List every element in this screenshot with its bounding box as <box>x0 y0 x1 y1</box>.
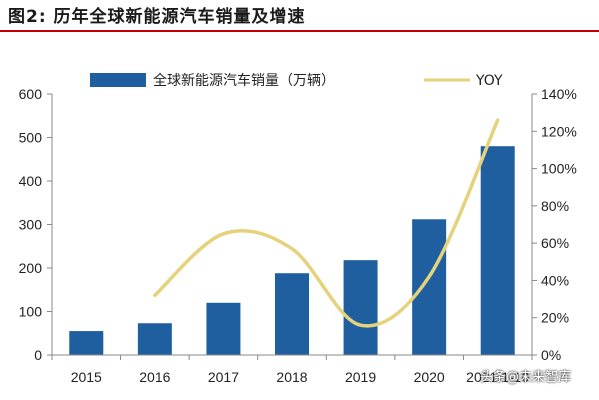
watermark: 头条@未来智库 <box>480 370 572 385</box>
bar-2016 <box>137 323 172 355</box>
right-tick-label: 80% <box>541 198 569 214</box>
left-tick-label: 600 <box>19 86 43 102</box>
x-tick-label: 2020 <box>414 369 445 385</box>
x-tick-label: 2018 <box>276 369 307 385</box>
bar-2020 <box>412 219 447 355</box>
bar-2015 <box>69 331 104 355</box>
x-tick-label: 2016 <box>139 369 170 385</box>
title-rule <box>0 30 599 32</box>
legend: 全球新能源汽车销量（万辆） YOY <box>90 72 503 89</box>
left-tick-label: 0 <box>34 347 42 363</box>
left-tick-label: 400 <box>19 173 43 189</box>
x-tick-label: 2015 <box>71 369 102 385</box>
legend-label-sales: 全球新能源汽车销量（万辆） <box>153 72 335 89</box>
bar-2019 <box>343 260 378 355</box>
x-tick-label: 2021.1-10 <box>466 369 529 385</box>
right-tick-label: 0% <box>541 347 561 363</box>
bar-2017 <box>206 302 241 355</box>
right-tick-label: 60% <box>541 235 569 251</box>
left-tick-label: 500 <box>19 130 43 146</box>
x-tick-label: 2017 <box>208 369 239 385</box>
left-tick-label: 200 <box>19 260 43 276</box>
bar-2021.1-10 <box>480 146 515 355</box>
bar-2018 <box>275 273 309 355</box>
legend-swatch-sales <box>90 73 146 87</box>
legend-label-yoy: YOY <box>475 73 503 89</box>
yoy-line <box>153 118 500 328</box>
x-tick-label: 2019 <box>345 369 376 385</box>
left-tick-label: 300 <box>19 217 43 233</box>
right-tick-label: 100% <box>541 161 577 177</box>
right-tick-label: 20% <box>541 310 569 326</box>
figure-title: 图2: 历年全球新能源汽车销量及增速 <box>8 7 306 27</box>
left-tick-label: 100 <box>19 304 43 320</box>
right-tick-label: 140% <box>541 86 577 102</box>
right-tick-label: 40% <box>541 272 569 288</box>
right-tick-label: 120% <box>541 123 577 139</box>
